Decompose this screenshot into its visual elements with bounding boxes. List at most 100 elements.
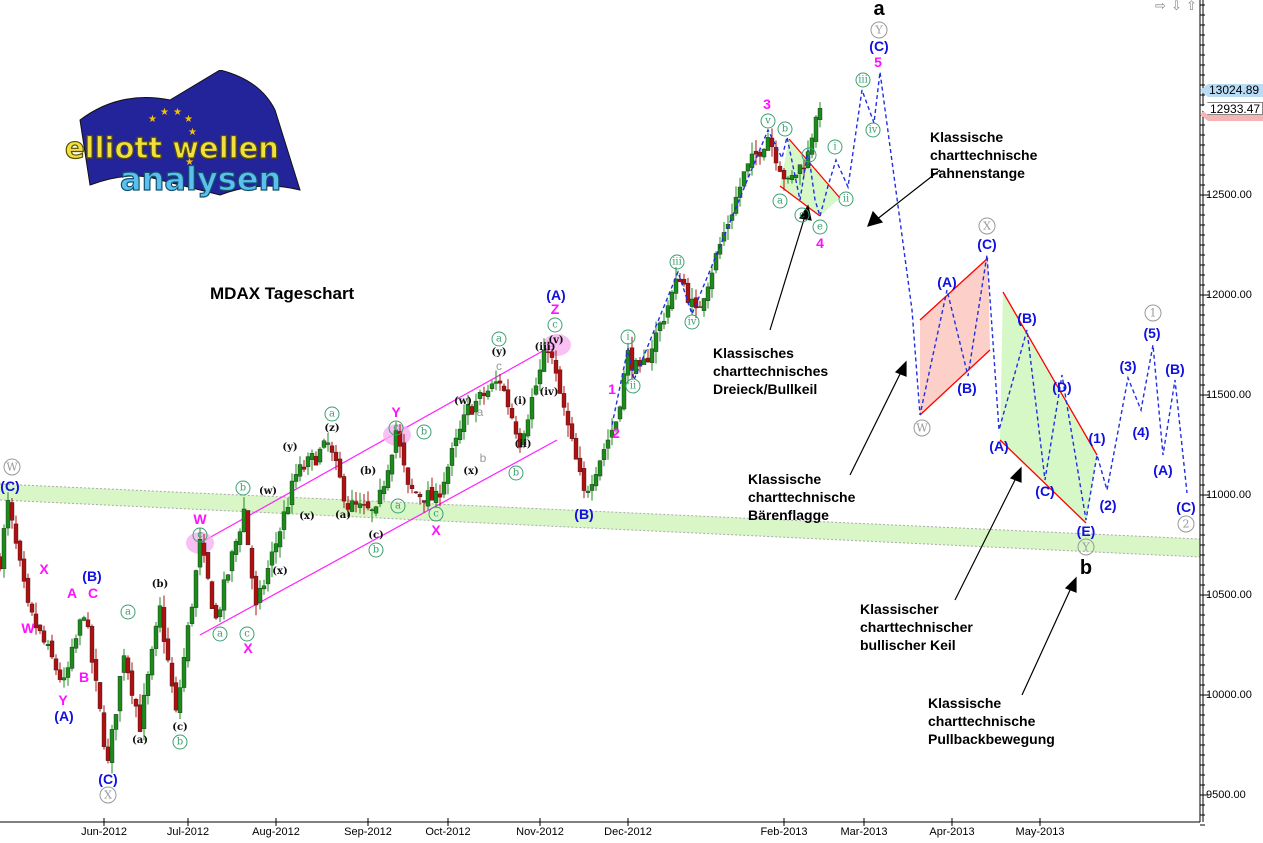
wave-label: X xyxy=(978,217,996,235)
candle-up xyxy=(281,511,287,530)
wave-label: (4) xyxy=(1132,424,1150,440)
wave-label: (3) xyxy=(1119,358,1137,374)
candle-up xyxy=(653,332,659,352)
candle-down xyxy=(401,442,407,466)
wave-label: (z) xyxy=(324,423,340,434)
wave-label: 4 xyxy=(816,235,824,251)
candle-down xyxy=(557,369,563,394)
wave-label: W xyxy=(913,419,931,437)
x-tick-label: Sep-2012 xyxy=(344,826,392,838)
candle-up xyxy=(621,373,627,410)
candle-down xyxy=(509,408,515,419)
wave-label: (D) xyxy=(1052,379,1072,395)
candle-down xyxy=(329,445,335,453)
candle-up xyxy=(601,449,607,460)
channel-upper xyxy=(199,342,558,544)
candle-up xyxy=(445,466,451,484)
x-tick-label: Oct-2012 xyxy=(425,826,471,838)
candle-up xyxy=(73,638,79,649)
candle-up xyxy=(121,655,127,673)
wave-label: (a) xyxy=(335,510,351,521)
candle-up xyxy=(609,429,615,438)
x-tick-label: Jul-2012 xyxy=(166,826,210,838)
candle-up xyxy=(241,508,247,532)
candle-down xyxy=(677,278,683,282)
candle-down xyxy=(417,494,423,498)
candle-up xyxy=(789,175,795,180)
x-tick-label: Nov-2012 xyxy=(516,826,564,838)
candle-down xyxy=(757,151,763,157)
candle-up xyxy=(665,305,671,318)
candle-down xyxy=(405,467,411,485)
wave-label: C xyxy=(87,585,99,601)
candle-down xyxy=(341,476,347,502)
svg-text:★: ★ xyxy=(148,114,157,125)
wave-label: (A) xyxy=(937,274,957,290)
candle-up xyxy=(221,579,227,611)
wave-label: c xyxy=(547,317,563,333)
candle-up xyxy=(533,385,539,395)
candle-up xyxy=(485,390,491,397)
candle-down xyxy=(0,556,3,570)
y-tick-label: 11500.00 xyxy=(1206,389,1252,401)
candle-up xyxy=(257,587,263,603)
candle-up xyxy=(265,568,271,585)
candle-up xyxy=(389,454,395,475)
candle-down xyxy=(361,504,367,506)
wave-label: (a) xyxy=(132,735,148,746)
wave-label: b xyxy=(1079,557,1093,579)
candle-up xyxy=(721,232,727,242)
candle-up xyxy=(713,253,719,271)
candle-up xyxy=(377,489,383,505)
candle-up xyxy=(745,163,751,172)
candle-down xyxy=(89,625,95,663)
candle-up xyxy=(493,381,499,384)
wave-label: a xyxy=(873,0,885,20)
wave-label: (B) xyxy=(82,568,102,584)
candle-down xyxy=(801,167,807,170)
candle-down xyxy=(29,603,35,613)
candle-up xyxy=(649,348,655,363)
wedge-top xyxy=(1002,291,1098,456)
candle-up xyxy=(117,676,123,712)
candle-down xyxy=(53,658,59,671)
candle-up xyxy=(461,414,467,432)
arrow-dreieck xyxy=(769,215,806,331)
candle-up xyxy=(489,383,495,389)
candle-up xyxy=(705,286,711,301)
arrow-down-icon[interactable]: ⇩ xyxy=(1171,0,1182,13)
wave-label: i xyxy=(620,329,636,345)
wave-label: a xyxy=(390,498,406,514)
bear-flag-area xyxy=(920,258,990,415)
candle-up xyxy=(273,543,279,553)
candle-down xyxy=(681,278,687,285)
wave-label: X xyxy=(431,522,441,538)
candle-up xyxy=(785,177,791,180)
wave-label: b xyxy=(416,424,432,440)
candle-up xyxy=(473,400,479,413)
candle-up xyxy=(369,509,375,512)
wave-label: a xyxy=(324,406,340,422)
wave-label: (b) xyxy=(151,579,169,590)
candle-down xyxy=(769,137,775,148)
arrow-fahnenstange xyxy=(875,169,941,221)
wave-label: W xyxy=(21,620,35,636)
wave-label: (A) xyxy=(989,438,1009,454)
arrow-up-icon[interactable]: ⇧ xyxy=(1186,0,1197,13)
svg-text:★: ★ xyxy=(185,157,194,168)
bear-flag-bottom xyxy=(919,349,991,416)
wave-label: 2 xyxy=(1177,515,1195,533)
wave-label: (2) xyxy=(1099,497,1117,513)
candle-up xyxy=(381,486,387,495)
x-tick-label: Jun-2012 xyxy=(81,826,127,838)
candle-up xyxy=(149,648,155,676)
price-tag-last: 13024.89 xyxy=(1200,84,1263,97)
candle-up xyxy=(297,464,303,477)
candle-up xyxy=(529,397,535,420)
wave-label: iii xyxy=(855,72,871,88)
svg-text:★: ★ xyxy=(173,107,182,118)
candle-up xyxy=(457,428,463,440)
candle-up xyxy=(277,531,283,548)
arrow-right-icon[interactable]: ⇨ xyxy=(1155,0,1166,13)
wave-label: (c) xyxy=(368,530,384,541)
